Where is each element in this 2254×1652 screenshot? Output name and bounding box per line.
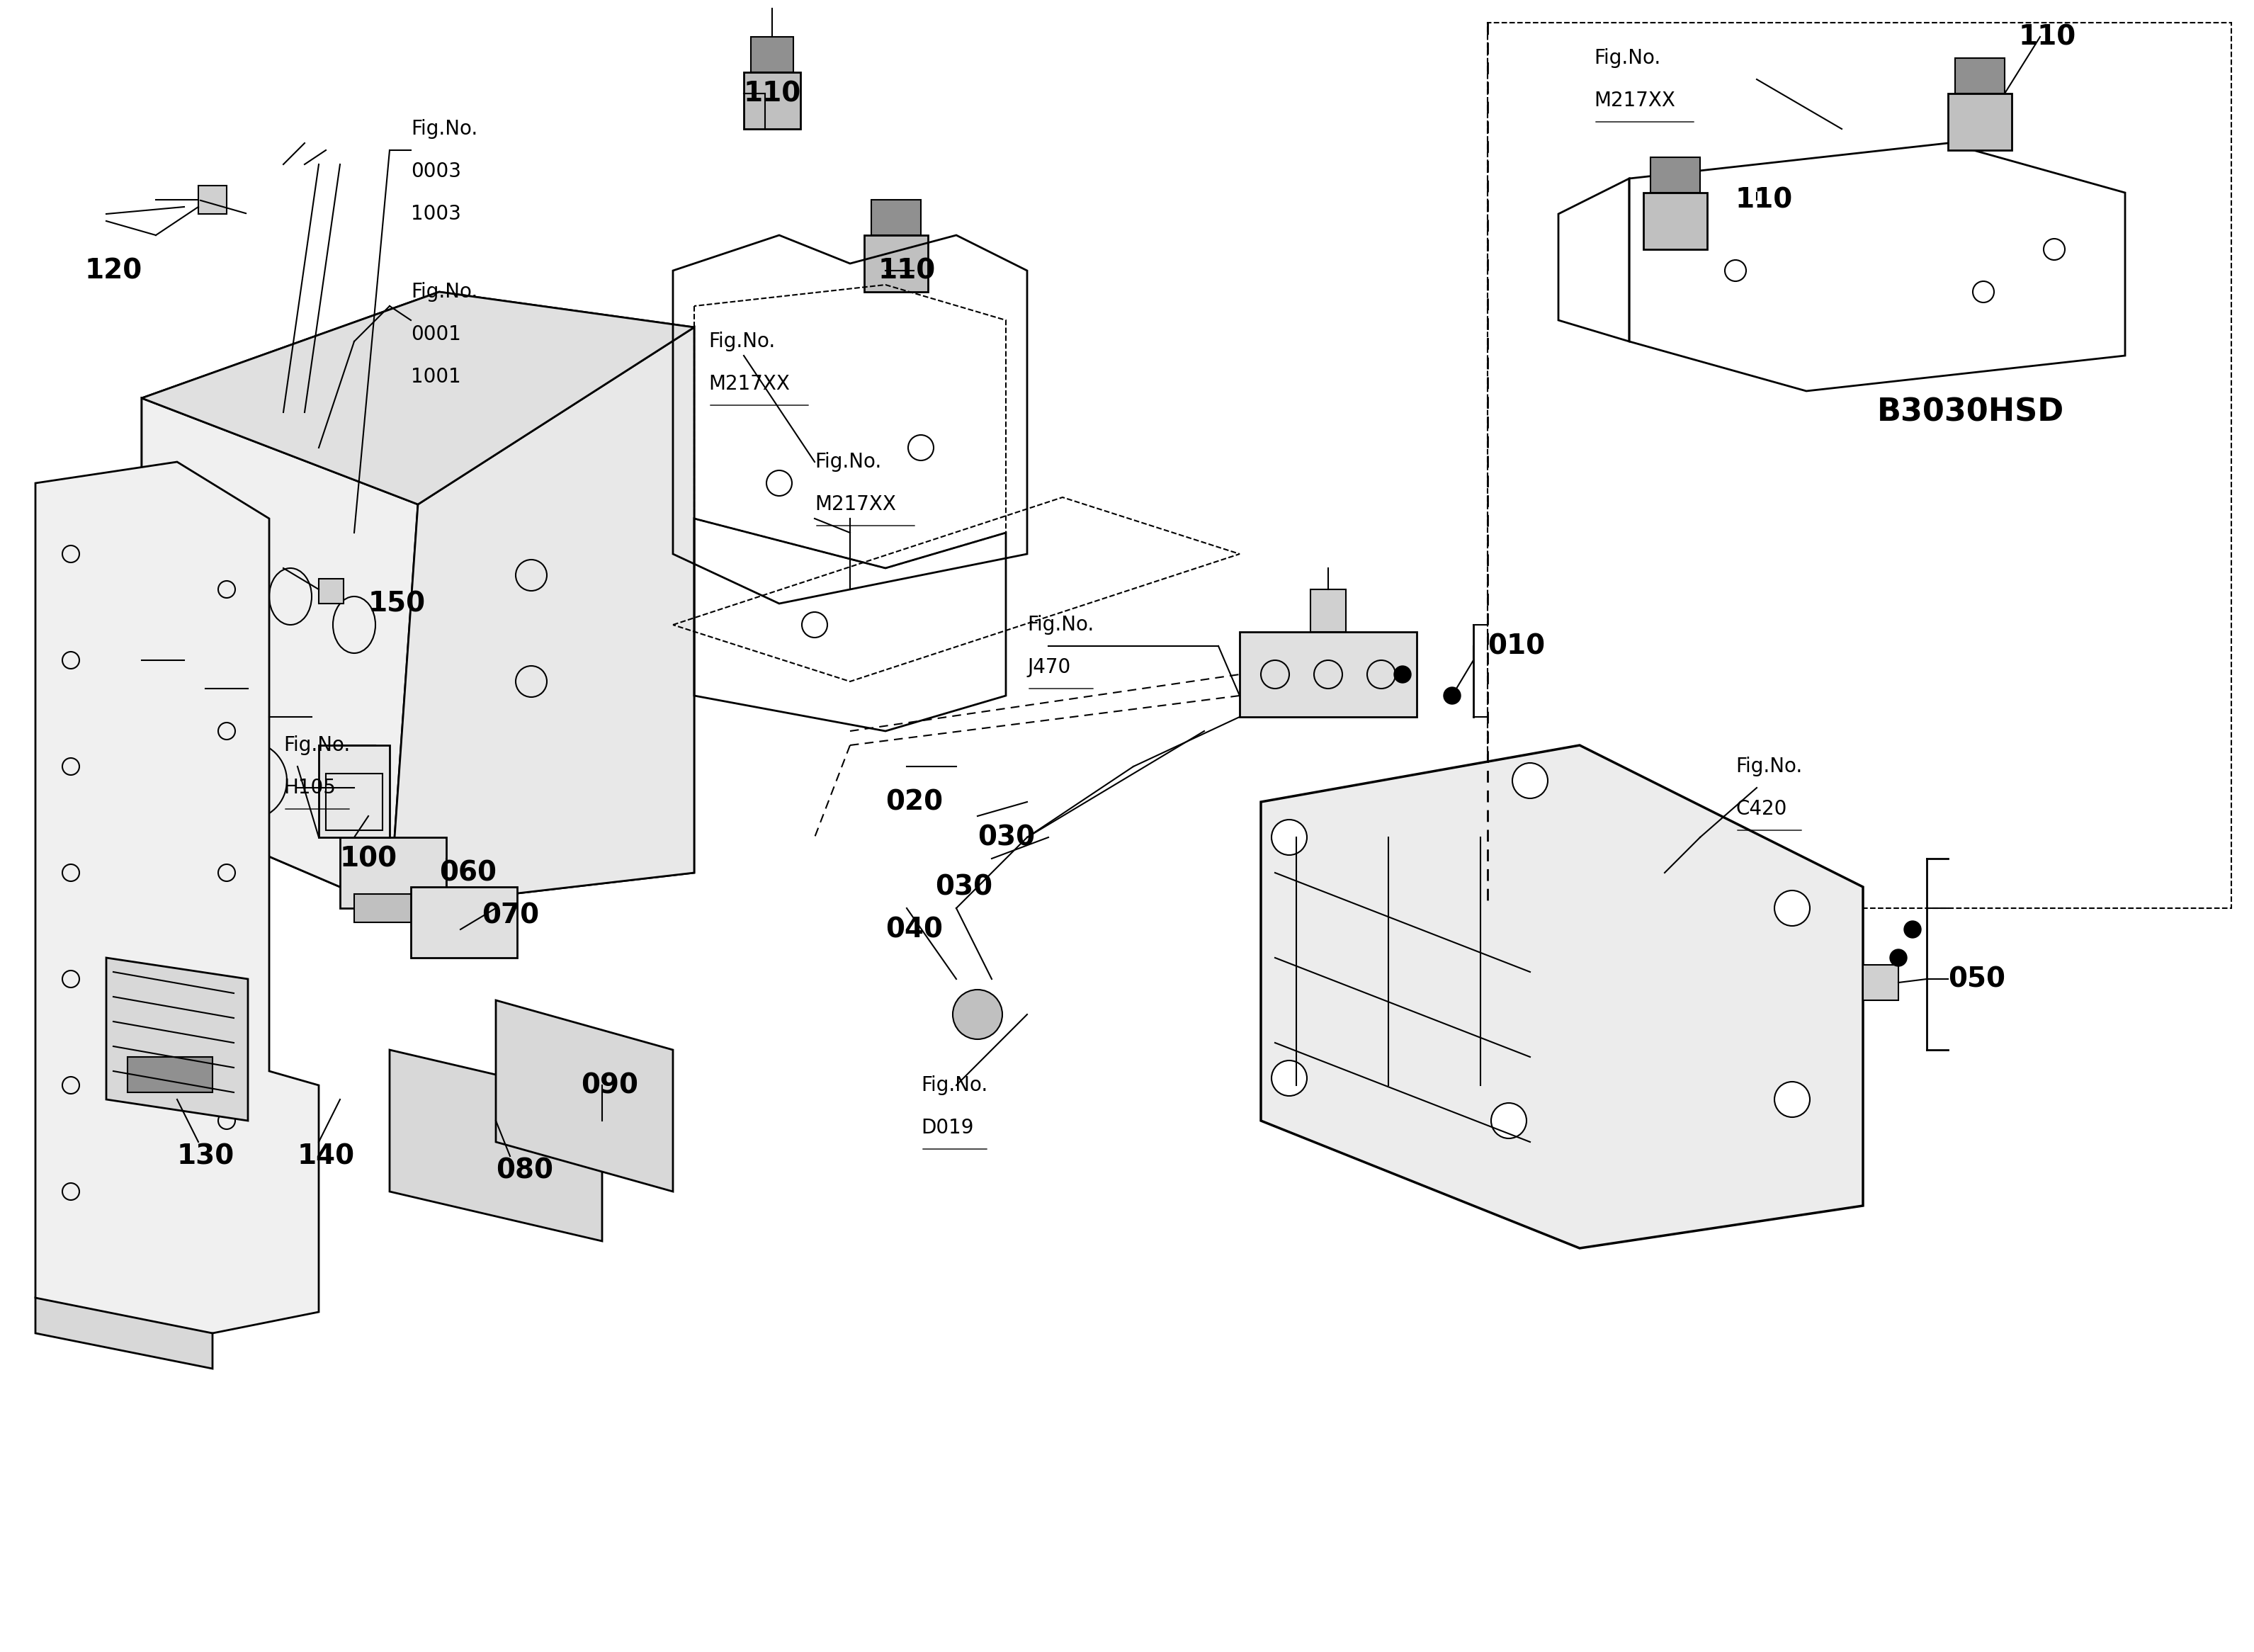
Bar xyxy=(744,73,800,129)
Text: Fig.No.: Fig.No. xyxy=(410,119,478,139)
Text: 070: 070 xyxy=(482,902,539,928)
Polygon shape xyxy=(142,398,417,909)
Circle shape xyxy=(1889,950,1907,966)
Text: Fig.No.: Fig.No. xyxy=(284,735,349,755)
Text: 020: 020 xyxy=(886,788,942,816)
Polygon shape xyxy=(1260,745,1864,1249)
Text: D019: D019 xyxy=(922,1118,974,1138)
Text: 140: 140 xyxy=(298,1143,354,1170)
Text: Fig.No.: Fig.No. xyxy=(410,282,478,302)
Text: 040: 040 xyxy=(886,915,942,943)
Text: 120: 120 xyxy=(86,258,142,284)
Bar xyxy=(1643,193,1706,249)
Text: Fig.No.: Fig.No. xyxy=(1028,615,1093,634)
Circle shape xyxy=(1443,687,1461,704)
Bar xyxy=(354,894,433,922)
Text: Fig.No.: Fig.No. xyxy=(814,453,881,472)
Text: Fig.No.: Fig.No. xyxy=(1736,757,1803,776)
Text: M217XX: M217XX xyxy=(814,494,897,514)
Bar xyxy=(327,773,383,831)
Circle shape xyxy=(1271,1061,1307,1095)
Bar xyxy=(872,200,922,235)
Text: C420: C420 xyxy=(1736,800,1787,819)
Text: 110: 110 xyxy=(2020,23,2076,50)
Polygon shape xyxy=(142,292,694,504)
Bar xyxy=(318,578,343,603)
Text: H105: H105 xyxy=(284,778,336,798)
Text: 110: 110 xyxy=(744,79,802,107)
Bar xyxy=(340,838,446,909)
Text: 100: 100 xyxy=(340,846,397,872)
Text: 050: 050 xyxy=(1947,965,2006,993)
Circle shape xyxy=(1774,1082,1810,1117)
Text: Fig.No.: Fig.No. xyxy=(1594,48,1661,68)
Circle shape xyxy=(1905,920,1920,938)
Circle shape xyxy=(1393,666,1411,682)
Circle shape xyxy=(953,990,1003,1039)
Bar xyxy=(198,185,228,215)
Polygon shape xyxy=(36,463,318,1348)
Bar xyxy=(863,235,929,292)
Text: 080: 080 xyxy=(496,1156,552,1184)
Bar xyxy=(1650,157,1700,193)
Bar xyxy=(318,745,390,838)
Polygon shape xyxy=(106,958,248,1120)
Text: 110: 110 xyxy=(879,258,935,284)
Bar xyxy=(128,1057,212,1092)
Text: B3030HSD: B3030HSD xyxy=(1878,396,2065,428)
Text: 1001: 1001 xyxy=(410,367,462,387)
Text: 150: 150 xyxy=(367,590,426,616)
Circle shape xyxy=(1492,1104,1526,1138)
Bar xyxy=(1954,58,2004,94)
Text: 0003: 0003 xyxy=(410,162,462,182)
Text: 060: 060 xyxy=(440,859,496,885)
Bar xyxy=(1947,94,2013,150)
Polygon shape xyxy=(390,1051,602,1241)
Text: 0001: 0001 xyxy=(410,324,462,344)
Text: 090: 090 xyxy=(582,1072,638,1099)
Text: 110: 110 xyxy=(1736,187,1792,213)
Circle shape xyxy=(1774,890,1810,925)
Polygon shape xyxy=(496,999,674,1191)
Text: J470: J470 xyxy=(1028,657,1071,677)
Circle shape xyxy=(1271,819,1307,856)
Polygon shape xyxy=(390,327,694,909)
Bar xyxy=(1240,633,1418,717)
Text: 010: 010 xyxy=(1488,633,1544,659)
Text: Fig.No.: Fig.No. xyxy=(708,332,775,352)
Text: M217XX: M217XX xyxy=(708,373,789,393)
Bar xyxy=(410,887,516,958)
Bar xyxy=(1864,965,1898,999)
Text: 030: 030 xyxy=(935,874,992,900)
Bar xyxy=(751,36,793,73)
Text: 130: 130 xyxy=(178,1143,234,1170)
Text: M217XX: M217XX xyxy=(1594,91,1675,111)
Text: Fig.No.: Fig.No. xyxy=(922,1075,987,1095)
Polygon shape xyxy=(36,1298,212,1368)
Text: 030: 030 xyxy=(978,824,1035,851)
Bar xyxy=(1310,590,1346,633)
Text: 1003: 1003 xyxy=(410,203,462,225)
Circle shape xyxy=(1512,763,1548,798)
